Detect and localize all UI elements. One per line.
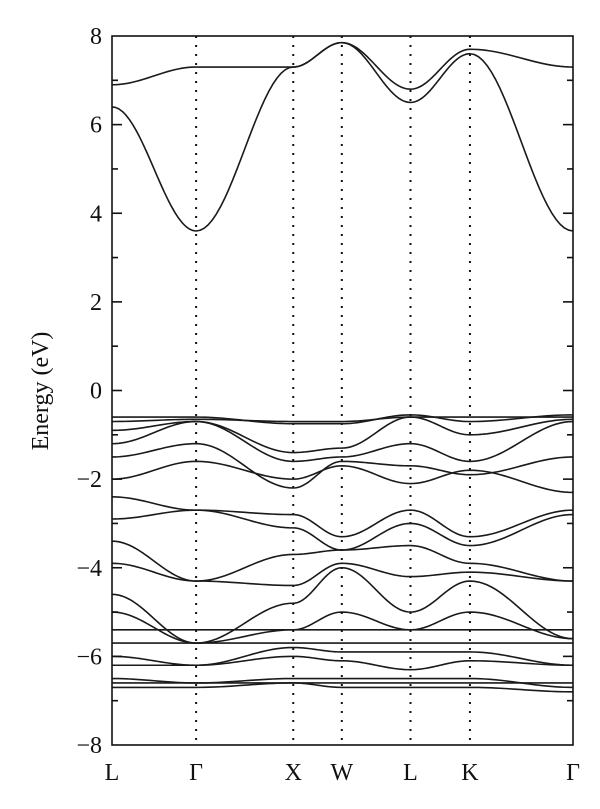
band-line-3	[112, 416, 573, 423]
band-line-11	[112, 562, 573, 587]
x-tick-label-6: Γ	[566, 760, 580, 786]
y-tick-label-3: −2	[76, 467, 102, 493]
band-line-7	[112, 460, 573, 494]
y-tick-label-0: −8	[76, 733, 102, 759]
x-tick-label-2: X	[285, 760, 302, 786]
band-line-8	[112, 496, 573, 538]
band-line-5	[112, 420, 573, 463]
y-axis-ticks: −8 −6 −4 −2 0 2 4 6 8	[76, 24, 573, 759]
band-line-13	[112, 611, 573, 644]
band-line-17	[112, 655, 573, 671]
x-tick-label-0: L	[105, 760, 120, 786]
y-axis-title: Energy (eV)	[28, 332, 54, 451]
band-line-20	[112, 682, 573, 693]
y-tick-label-7: 6	[90, 113, 102, 139]
band-lines	[112, 41, 573, 693]
y-tick-label-1: −6	[76, 644, 102, 670]
x-tick-label-5: K	[461, 760, 479, 786]
high-symmetry-lines	[195, 36, 471, 745]
y-tick-label-5: 2	[90, 290, 102, 316]
y-tick-label-4: 0	[90, 379, 102, 405]
band-line-2	[112, 414, 573, 425]
y-tick-label-2: −4	[76, 556, 102, 582]
band-line-1	[112, 41, 573, 90]
x-tick-label-3: W	[330, 760, 353, 786]
x-tick-label-4: L	[403, 760, 418, 786]
y-tick-label-8: 8	[90, 24, 102, 50]
x-tick-label-1: Γ	[189, 760, 203, 786]
y-tick-label-6: 4	[90, 201, 102, 227]
band-line-6	[112, 442, 573, 489]
